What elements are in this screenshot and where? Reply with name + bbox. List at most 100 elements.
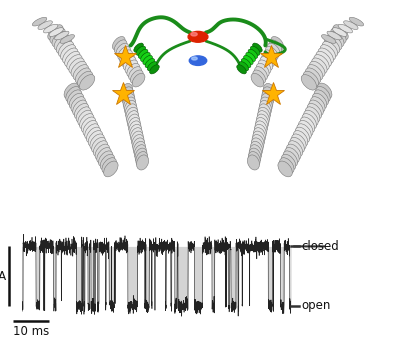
Ellipse shape [244,56,253,65]
Circle shape [192,57,197,60]
Ellipse shape [322,42,338,57]
Ellipse shape [71,97,86,112]
Ellipse shape [99,151,113,167]
Ellipse shape [73,100,87,116]
Text: open: open [301,299,331,313]
Ellipse shape [125,104,137,119]
Ellipse shape [116,43,129,57]
Ellipse shape [252,135,264,149]
Ellipse shape [261,93,273,109]
Ellipse shape [86,127,101,143]
Ellipse shape [237,65,246,74]
Ellipse shape [64,83,78,99]
Ellipse shape [65,51,80,67]
Ellipse shape [130,124,142,139]
Ellipse shape [150,65,159,74]
Ellipse shape [265,47,278,60]
Ellipse shape [125,60,138,74]
Text: closed: closed [301,240,339,253]
Ellipse shape [49,28,63,36]
Ellipse shape [50,28,65,44]
Ellipse shape [250,145,262,160]
Ellipse shape [58,42,74,57]
Ellipse shape [129,121,141,136]
Ellipse shape [136,152,148,166]
Ellipse shape [118,47,131,60]
Ellipse shape [134,145,146,160]
Ellipse shape [299,120,313,136]
Ellipse shape [255,67,267,80]
Ellipse shape [127,111,139,126]
Ellipse shape [52,31,67,47]
Ellipse shape [260,57,273,70]
Ellipse shape [248,49,258,58]
Ellipse shape [112,36,125,50]
Circle shape [191,32,197,36]
Text: 20 pA: 20 pA [0,270,6,283]
Ellipse shape [327,35,342,50]
Ellipse shape [90,134,104,150]
Ellipse shape [61,45,76,60]
Circle shape [189,56,207,65]
Ellipse shape [122,87,133,102]
Ellipse shape [131,128,143,143]
Ellipse shape [312,93,327,109]
Ellipse shape [308,65,323,80]
Ellipse shape [147,62,157,71]
Ellipse shape [258,107,270,122]
Ellipse shape [282,154,296,170]
Ellipse shape [349,17,364,26]
Ellipse shape [322,35,336,43]
Ellipse shape [320,45,335,60]
Ellipse shape [297,124,311,140]
Ellipse shape [130,70,143,84]
Ellipse shape [305,107,320,123]
Ellipse shape [253,70,266,84]
Ellipse shape [128,114,139,129]
Ellipse shape [283,151,297,167]
Ellipse shape [293,131,308,146]
Ellipse shape [114,40,127,53]
Ellipse shape [309,100,323,116]
Ellipse shape [260,97,272,112]
Ellipse shape [305,68,321,83]
Ellipse shape [262,53,274,67]
Ellipse shape [88,131,103,146]
Ellipse shape [141,52,150,61]
Ellipse shape [292,134,306,150]
Ellipse shape [145,58,155,68]
Ellipse shape [127,63,139,77]
Ellipse shape [333,28,347,36]
Ellipse shape [316,51,331,67]
Ellipse shape [80,75,95,90]
Ellipse shape [76,107,91,123]
Ellipse shape [66,87,80,102]
Ellipse shape [93,141,108,156]
Ellipse shape [124,100,137,116]
Ellipse shape [136,46,146,55]
Ellipse shape [300,117,315,133]
Ellipse shape [324,38,340,53]
Ellipse shape [77,71,93,87]
Ellipse shape [85,124,99,140]
Ellipse shape [74,104,89,119]
Ellipse shape [95,144,109,160]
Ellipse shape [303,71,319,87]
Ellipse shape [67,55,82,70]
Ellipse shape [259,104,271,119]
Ellipse shape [331,28,346,44]
Ellipse shape [78,110,92,126]
Ellipse shape [135,148,147,163]
Ellipse shape [239,62,249,71]
Ellipse shape [128,117,140,132]
Ellipse shape [253,128,265,143]
Ellipse shape [314,55,329,70]
Ellipse shape [263,87,274,102]
Ellipse shape [259,100,272,116]
Ellipse shape [122,90,134,105]
Ellipse shape [258,60,271,74]
Ellipse shape [285,148,299,163]
Ellipse shape [60,35,74,43]
Ellipse shape [55,31,69,40]
Ellipse shape [250,141,263,156]
